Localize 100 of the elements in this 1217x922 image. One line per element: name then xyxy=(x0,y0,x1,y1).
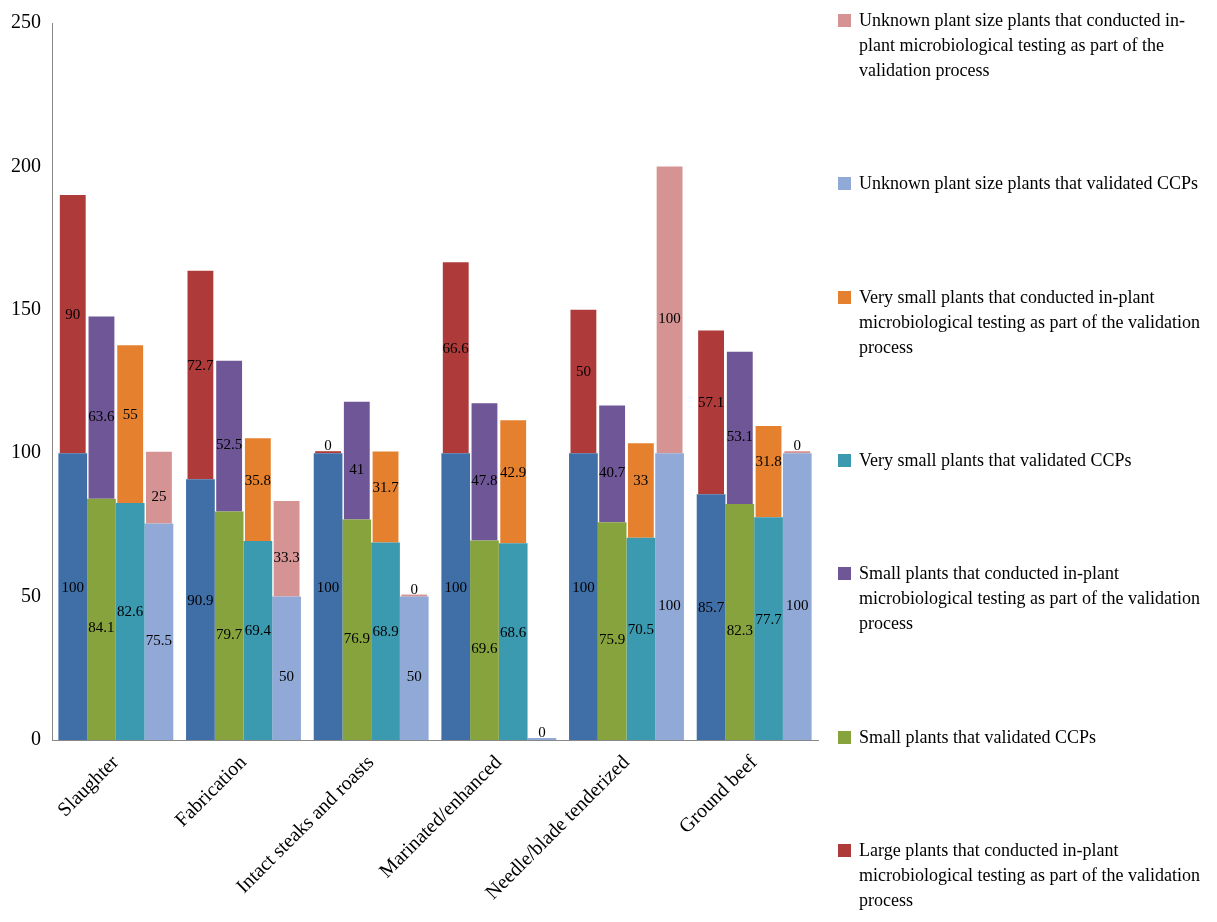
data-label: 0 xyxy=(538,723,546,740)
data-label: 40.7 xyxy=(599,463,626,480)
bar xyxy=(597,522,627,741)
data-label: 68.9 xyxy=(372,623,399,640)
data-label: 68.6 xyxy=(500,623,527,640)
bar xyxy=(569,453,598,741)
bar xyxy=(372,451,399,543)
bar xyxy=(272,596,301,741)
data-label: 72.7 xyxy=(187,356,215,373)
data-label: 82.6 xyxy=(117,603,144,620)
data-label: 50 xyxy=(406,668,422,685)
bar xyxy=(214,511,244,741)
data-label: 53.1 xyxy=(726,427,753,444)
data-label: 57.1 xyxy=(697,394,725,411)
data-label: 84.1 xyxy=(88,619,115,636)
data-label: 100 xyxy=(316,578,340,595)
data-label: 100 xyxy=(786,596,809,613)
data-label: 55 xyxy=(122,406,138,423)
data-label: 0 xyxy=(410,580,418,597)
bar xyxy=(599,405,626,523)
bar xyxy=(726,351,753,504)
legend-label: Very small plants that conducted in-plant microbiological testing as part of the validation process xyxy=(859,285,1201,359)
legend-label: Very small plants that validated CCPs xyxy=(859,449,1132,472)
bar xyxy=(655,453,684,741)
legend-label: Unknown plant size plants that validated CCPs xyxy=(859,172,1198,196)
y-tick-label: 250 xyxy=(11,10,41,33)
data-label: 69.4 xyxy=(244,622,272,639)
data-label: 100 xyxy=(444,578,467,595)
bar xyxy=(59,195,86,454)
data-label: 33.3 xyxy=(273,548,300,565)
bar xyxy=(244,438,271,541)
y-tick-label: 0 xyxy=(31,727,41,750)
data-label: 33 xyxy=(633,472,649,489)
bar xyxy=(343,401,370,520)
data-label: 90 xyxy=(65,306,81,323)
data-label: 82.3 xyxy=(726,621,753,638)
bar xyxy=(187,270,214,480)
data-label: 31.7 xyxy=(372,478,400,495)
data-label: 69.6 xyxy=(471,640,499,657)
y-tick-label: 200 xyxy=(11,153,41,176)
bar xyxy=(755,425,782,518)
bar xyxy=(500,420,527,544)
bar xyxy=(626,537,656,741)
data-label: 100 xyxy=(572,578,595,595)
legend-label: Small plants that validated CCPs xyxy=(859,725,1096,749)
data-label: 90.9 xyxy=(187,591,214,608)
bar xyxy=(527,738,557,741)
y-tick-label: 150 xyxy=(11,297,41,320)
bar xyxy=(696,494,726,741)
bar xyxy=(498,543,528,741)
data-label: 76.9 xyxy=(343,629,370,646)
bar xyxy=(313,453,343,741)
data-label: 50 xyxy=(279,668,295,685)
data-label: 52.5 xyxy=(216,436,243,453)
data-label: 75.5 xyxy=(145,631,173,648)
data-label: 0 xyxy=(793,437,801,454)
data-label: 100 xyxy=(658,596,681,613)
bar xyxy=(471,403,498,541)
bar xyxy=(88,316,115,499)
data-label: 50 xyxy=(575,363,591,380)
bar xyxy=(754,517,783,741)
y-tick-label: 50 xyxy=(21,583,41,606)
data-label: 77.7 xyxy=(755,610,783,627)
bar xyxy=(399,596,429,741)
bar xyxy=(442,262,469,454)
legend-label: Unknown plant size plants that conducted in-plant microbiological testing as part of the validation process xyxy=(859,9,1186,82)
bar xyxy=(470,540,499,741)
bar xyxy=(784,451,811,454)
data-label: 100 xyxy=(658,309,681,326)
bar xyxy=(725,503,755,741)
data-label: 70.5 xyxy=(627,620,654,637)
bar xyxy=(698,330,725,495)
data-label: 66.6 xyxy=(442,339,470,356)
bar xyxy=(315,451,342,454)
data-label: 35.8 xyxy=(244,471,271,488)
data-label: 0 xyxy=(324,437,332,454)
bar xyxy=(441,453,471,741)
bar xyxy=(146,451,172,524)
data-label: 100 xyxy=(61,578,84,595)
legend-label: Large plants that conducted in-plant microbiological testing as part of the validation process xyxy=(859,838,1201,912)
data-label: 25 xyxy=(151,487,167,504)
y-tick-label: 100 xyxy=(11,440,41,463)
bar xyxy=(186,479,215,741)
bar xyxy=(273,501,300,597)
bar xyxy=(115,503,145,741)
bar xyxy=(656,166,683,454)
legend-label: Small plants that conducted in-plant microbiological testing as part of the validation process xyxy=(859,562,1201,636)
bar xyxy=(144,523,174,741)
bar xyxy=(58,453,88,741)
data-label: 42.9 xyxy=(500,463,527,480)
data-label: 75.9 xyxy=(599,631,626,648)
data-label: 85.7 xyxy=(697,599,725,616)
bar xyxy=(627,443,654,538)
bar xyxy=(782,453,812,741)
bar xyxy=(371,542,400,741)
data-label: 41 xyxy=(349,460,365,477)
data-label: 79.7 xyxy=(216,625,243,642)
data-label: 31.8 xyxy=(755,453,782,470)
bar xyxy=(216,360,243,512)
bar xyxy=(342,519,372,741)
